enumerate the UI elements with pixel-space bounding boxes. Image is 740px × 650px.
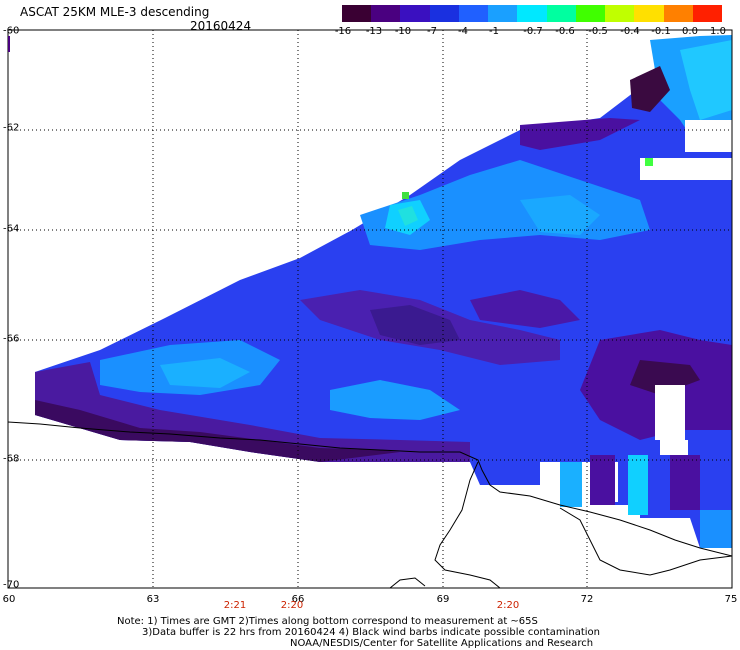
colorbar-label: -0.5 <box>588 26 608 37</box>
note-line-2: 3)Data buffer is 22 hrs from 20160424 4)… <box>142 627 600 638</box>
colorbar-label: -7 <box>427 26 437 37</box>
colorbar-label: -13 <box>365 26 383 37</box>
colorbar-segment <box>488 5 518 22</box>
colorbar-label: -10 <box>394 26 412 37</box>
gap-1 <box>640 158 732 180</box>
lon-label: 69 <box>436 594 450 605</box>
colorbar-label: -4 <box>458 26 468 37</box>
region-purple-top <box>520 118 640 150</box>
map-title: ASCAT 25KM MLE-3 descending <box>20 5 210 19</box>
colorbar-label: -0.6 <box>555 26 575 37</box>
lat-label: -64 <box>3 223 20 235</box>
pass-time: 2:20 <box>496 600 520 611</box>
strip-5 <box>700 510 732 548</box>
lon-label: 63 <box>146 594 160 605</box>
region-cyan-1 <box>160 358 250 388</box>
coastline-lower <box>389 577 426 588</box>
swath-data <box>35 35 732 548</box>
note-line-3: NOAA/NESDIS/Center for Satellite Applica… <box>290 638 594 649</box>
lon-label: 72 <box>580 594 594 605</box>
colorbar-label: 1.0 <box>710 26 726 37</box>
gridlines <box>8 30 732 588</box>
colorbar-segment <box>429 5 459 22</box>
colorbar-segment <box>517 5 547 22</box>
swath-base <box>35 35 732 548</box>
coastline-inner <box>434 461 501 588</box>
lon-label: 75 <box>724 594 738 605</box>
strip-1 <box>590 455 615 505</box>
strip-3 <box>648 455 670 505</box>
strip-4 <box>670 455 700 510</box>
colorbar-segment <box>634 5 664 22</box>
gap-3 <box>660 440 688 456</box>
region-aqua-2 <box>398 206 418 226</box>
lat-label: -60 <box>3 25 20 37</box>
map-date: 20160424 <box>190 19 252 33</box>
coastline-right <box>559 507 732 576</box>
region-purple-mid <box>470 290 580 328</box>
colorbar-segment <box>400 5 430 22</box>
colorbar-label: -0.4 <box>620 26 640 37</box>
gap-2 <box>655 385 685 440</box>
lon-label: 66 <box>291 594 305 605</box>
colorbar <box>342 5 723 22</box>
region-cyan-5 <box>680 40 732 120</box>
region-lightblue-4 <box>330 380 460 420</box>
colorbar-segment <box>342 5 372 22</box>
pass-time: 2:21 <box>223 600 247 611</box>
pass-time: 2:20 <box>280 600 304 611</box>
colorbar-segment <box>575 5 606 22</box>
gap-7 <box>582 462 590 507</box>
colorbar-segment <box>663 5 693 22</box>
colorbar-segment <box>371 5 401 22</box>
colorbar-label: -1 <box>489 26 499 37</box>
map-frame <box>7 29 733 589</box>
colorbar-label: -0.1 <box>651 26 671 37</box>
note-line-1: Note: 1) Times are GMT 2)Times along bot… <box>117 616 538 627</box>
region-lightblue-3 <box>520 195 600 235</box>
colorbar-segment <box>692 5 723 22</box>
colorbar-label: -0.7 <box>523 26 543 37</box>
band-darkpurple <box>370 305 460 345</box>
region-darkpurple-top <box>630 66 670 112</box>
lat-label: -70 <box>3 579 20 591</box>
lat-label: -66 <box>3 333 20 345</box>
colorbar-segment <box>546 5 576 22</box>
colorbar-label: -16 <box>334 26 352 37</box>
green-pixel-2 <box>402 192 409 199</box>
lat-label: -68 <box>3 453 20 465</box>
gap-4 <box>685 120 732 152</box>
lat-label: -62 <box>3 122 20 134</box>
lon-label: 60 <box>2 594 16 605</box>
green-pixel <box>645 158 653 166</box>
colorbar-segment <box>605 5 635 22</box>
colorbar-segment <box>458 5 489 22</box>
coastline <box>8 421 732 557</box>
colorbar-label: 0.0 <box>682 26 698 37</box>
gap-6 <box>560 462 582 507</box>
strip-2 <box>628 455 648 515</box>
swath-edge-darkpurple <box>35 400 400 462</box>
